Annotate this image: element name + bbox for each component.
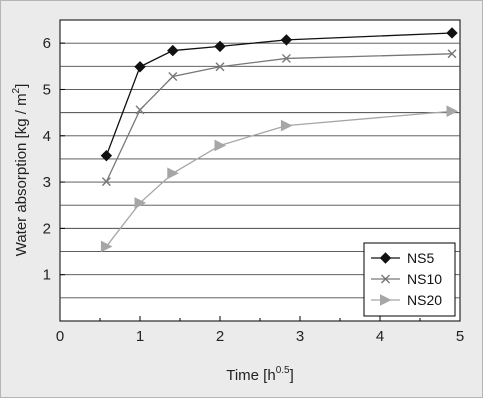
grid-lines (60, 42, 460, 299)
point-ns5 (446, 27, 458, 39)
x-axis-title: Time [h0.5] (226, 365, 294, 384)
point-ns20 (134, 197, 147, 209)
y-tick-label: 1 (43, 267, 51, 284)
point-ns20 (214, 139, 227, 152)
x-tick-label: 3 (296, 328, 304, 345)
y-tick-label: 5 (43, 81, 51, 98)
legend: NS5 NS10 NS20 (363, 242, 456, 317)
point-ns10 (281, 53, 291, 63)
legend-marker (380, 294, 392, 306)
point-ns10 (447, 49, 457, 59)
point-ns5 (100, 149, 113, 162)
point-ns20 (100, 240, 113, 253)
x-tick-label: 5 (456, 328, 464, 345)
x-tick-label: 2 (216, 328, 224, 345)
point-ns10 (101, 177, 111, 187)
x-tick-label: 4 (376, 328, 384, 345)
series-line-ns10 (105, 53, 453, 182)
point-ns10 (215, 62, 225, 72)
point-ns20 (280, 119, 293, 132)
series-line-ns20 (105, 110, 453, 247)
y-tick-label: 2 (43, 220, 51, 237)
x-tick-label: 1 (136, 328, 144, 345)
point-ns20 (167, 167, 179, 180)
point-ns10 (135, 105, 145, 115)
series-line-ns5 (105, 32, 453, 156)
legend-label-ns20: NS20 (407, 292, 442, 308)
point-ns10 (168, 72, 178, 81)
legend-marker (379, 252, 392, 264)
y-axis-title: Water absorption [kg / m2] (11, 84, 30, 257)
point-ns5 (214, 40, 226, 53)
point-ns5 (134, 61, 146, 73)
axis-ticks: 0 1 2 3 4 5 1 2 3 4 5 6 (43, 35, 465, 345)
series-markers (100, 27, 459, 253)
point-ns20 (446, 105, 459, 118)
legend-marker (381, 274, 390, 284)
y-tick-label: 3 (43, 174, 51, 191)
y-tick-label: 6 (43, 35, 51, 52)
legend-label-ns5: NS5 (407, 250, 434, 266)
y-tick-label: 4 (43, 128, 51, 145)
legend-label-ns10: NS10 (407, 271, 442, 287)
point-ns5 (280, 34, 293, 46)
point-ns5 (167, 44, 179, 57)
x-tick-label: 0 (56, 328, 64, 345)
series-lines (105, 32, 453, 247)
